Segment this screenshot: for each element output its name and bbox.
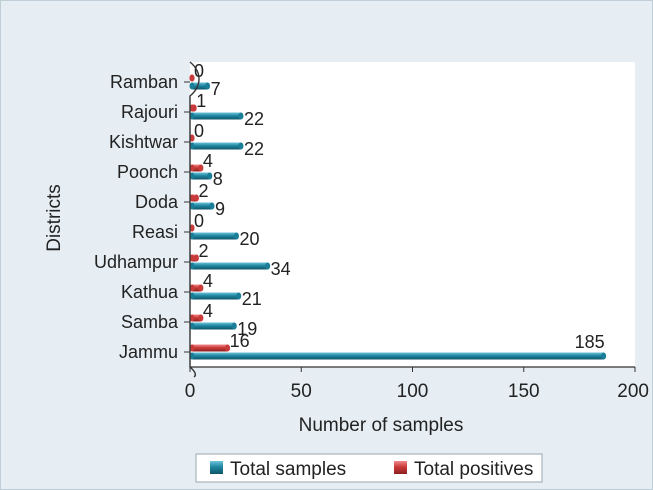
bar-cap-total-positives-kathua bbox=[189, 284, 195, 292]
bar-total-samples-rajouri bbox=[192, 112, 241, 120]
bar-total-samples-kathua bbox=[192, 292, 239, 300]
bar-end-total-positives-kishtwar bbox=[189, 134, 195, 142]
category-label-jammu: Jammu bbox=[119, 342, 178, 362]
bar-cap-total-positives-samba bbox=[189, 314, 195, 322]
category-label-ramban: Ramban bbox=[110, 72, 178, 92]
bar-end-total-samples-ramban bbox=[205, 82, 211, 90]
bar-cap-total-positives-udhampur bbox=[189, 254, 195, 262]
bar-cap-total-positives-jammu bbox=[189, 344, 195, 352]
legend-swatch-total-positives bbox=[394, 461, 407, 474]
bar-cap-total-samples-jammu bbox=[189, 352, 195, 360]
data-label-total-samples-kishtwar: 22 bbox=[244, 139, 264, 159]
data-label-total-positives-doda: 2 bbox=[198, 181, 208, 201]
bar-group bbox=[189, 74, 607, 360]
category-label-reasi: Reasi bbox=[132, 222, 178, 242]
x-tick-label-200: 200 bbox=[617, 381, 649, 402]
bar-end-total-positives-ramban bbox=[189, 74, 195, 82]
legend-label-total-positives: Total positives bbox=[414, 459, 533, 480]
bar-total-samples-samba bbox=[192, 322, 235, 330]
y-axis-title: Districts bbox=[44, 184, 65, 252]
bar-end-total-samples-jammu bbox=[601, 352, 607, 360]
bar-cap-total-samples-kathua bbox=[189, 292, 195, 300]
x-tick-label-150: 150 bbox=[508, 381, 540, 402]
data-label-total-positives-kathua: 4 bbox=[203, 271, 213, 291]
x-tick-group: 0 50 100 150 200 bbox=[185, 367, 649, 402]
bar-end-total-samples-poonch bbox=[207, 172, 213, 180]
bar-cap-total-positives-doda bbox=[189, 194, 195, 202]
bar-end-total-positives-kathua bbox=[198, 284, 204, 292]
data-label-total-positives-kishtwar: 0 bbox=[194, 121, 204, 141]
data-label-total-samples-reasi: 20 bbox=[240, 229, 260, 249]
bar-end-total-positives-jammu bbox=[225, 344, 231, 352]
category-label-doda: Doda bbox=[135, 192, 179, 212]
bar-total-samples-udhampur bbox=[192, 262, 268, 270]
data-label-total-samples-udhampur: 34 bbox=[271, 259, 291, 279]
bar-end-total-positives-rajouri bbox=[191, 104, 197, 112]
bar-total-samples-kishtwar bbox=[192, 142, 241, 150]
bar-end-total-positives-reasi bbox=[189, 224, 195, 232]
data-label-total-positives-poonch: 4 bbox=[203, 151, 213, 171]
x-tick-label-50: 50 bbox=[291, 381, 312, 402]
bar-cap-total-samples-reasi bbox=[189, 232, 195, 240]
data-label-total-positives-jammu: 16 bbox=[230, 331, 250, 351]
data-label-total-samples-doda: 9 bbox=[215, 199, 225, 219]
plot-area bbox=[190, 62, 635, 367]
bar-cap-total-samples-rajouri bbox=[189, 112, 195, 120]
data-label-total-positives-ramban: 0 bbox=[194, 61, 204, 81]
legend bbox=[195, 453, 543, 483]
category-label-group: Jammu Samba Kathua Udhampur Reasi Doda Poonch K… bbox=[94, 72, 190, 362]
bar-end-total-samples-kishtwar bbox=[238, 142, 244, 150]
bar-cap-total-samples-doda bbox=[189, 202, 195, 210]
bar-total-positives-poonch bbox=[192, 164, 201, 172]
bar-total-positives-kathua bbox=[192, 284, 201, 292]
bar-total-samples-poonch bbox=[192, 172, 210, 180]
category-label-kathua: Kathua bbox=[121, 282, 179, 302]
data-label-total-samples-poonch: 8 bbox=[213, 169, 223, 189]
x-axis-title: Number of samples bbox=[299, 415, 464, 436]
bar-cap-total-samples-udhampur bbox=[189, 262, 195, 270]
bar-cap-total-samples-ramban bbox=[189, 82, 195, 90]
bar-total-positives-samba bbox=[192, 314, 201, 322]
data-label-total-positives-rajouri: 1 bbox=[196, 91, 206, 111]
category-label-kishtwar: Kishtwar bbox=[109, 132, 178, 152]
bar-end-total-samples-reasi bbox=[234, 232, 239, 240]
data-label-total-samples-rajouri: 22 bbox=[244, 109, 264, 129]
bar-end-total-positives-udhampur bbox=[193, 254, 199, 262]
bar-cap-total-positives-poonch bbox=[189, 164, 195, 172]
data-label-total-samples-ramban: 7 bbox=[211, 79, 221, 99]
data-label-total-samples-jammu: 185 bbox=[575, 332, 605, 352]
category-label-poonch: Poonch bbox=[117, 162, 178, 182]
bar-total-positives-jammu bbox=[192, 344, 228, 352]
bar-end-total-samples-udhampur bbox=[265, 262, 271, 270]
bar-total-samples-jammu bbox=[192, 352, 604, 360]
category-label-udhampur: Udhampur bbox=[94, 252, 178, 272]
bar-cap-total-samples-kishtwar bbox=[189, 142, 195, 150]
bar-end-total-samples-samba bbox=[231, 322, 237, 330]
bar-end-total-positives-samba bbox=[198, 314, 204, 322]
bar-cap-total-samples-samba bbox=[189, 322, 195, 330]
x-tick-label-0: 0 bbox=[185, 381, 196, 402]
bar-total-samples-doda bbox=[192, 202, 213, 210]
y-axis-line bbox=[189, 61, 200, 378]
data-label-total-samples-samba: 19 bbox=[237, 319, 257, 339]
legend-label-total-samples: Total samples bbox=[230, 459, 346, 480]
bar-end-total-samples-rajouri bbox=[238, 112, 244, 120]
category-label-samba: Samba bbox=[121, 312, 179, 332]
bar-end-total-positives-doda bbox=[193, 194, 199, 202]
bar-end-total-positives-poonch bbox=[198, 164, 204, 172]
bar-end-total-samples-kathua bbox=[236, 292, 242, 300]
bar-cap-total-samples-poonch bbox=[189, 172, 195, 180]
data-label-total-positives-samba: 4 bbox=[203, 301, 213, 321]
legend-swatch-total-samples bbox=[210, 461, 223, 474]
data-label-total-samples-kathua: 21 bbox=[242, 289, 262, 309]
category-label-rajouri: Rajouri bbox=[121, 102, 178, 122]
data-label-total-positives-reasi: 0 bbox=[194, 211, 204, 231]
bar-end-total-samples-doda bbox=[209, 202, 215, 210]
bar-total-samples-reasi bbox=[192, 232, 237, 240]
bar-total-samples-ramban bbox=[192, 82, 208, 90]
x-tick-label-100: 100 bbox=[397, 381, 429, 402]
data-label-total-positives-udhampur: 2 bbox=[198, 241, 208, 261]
